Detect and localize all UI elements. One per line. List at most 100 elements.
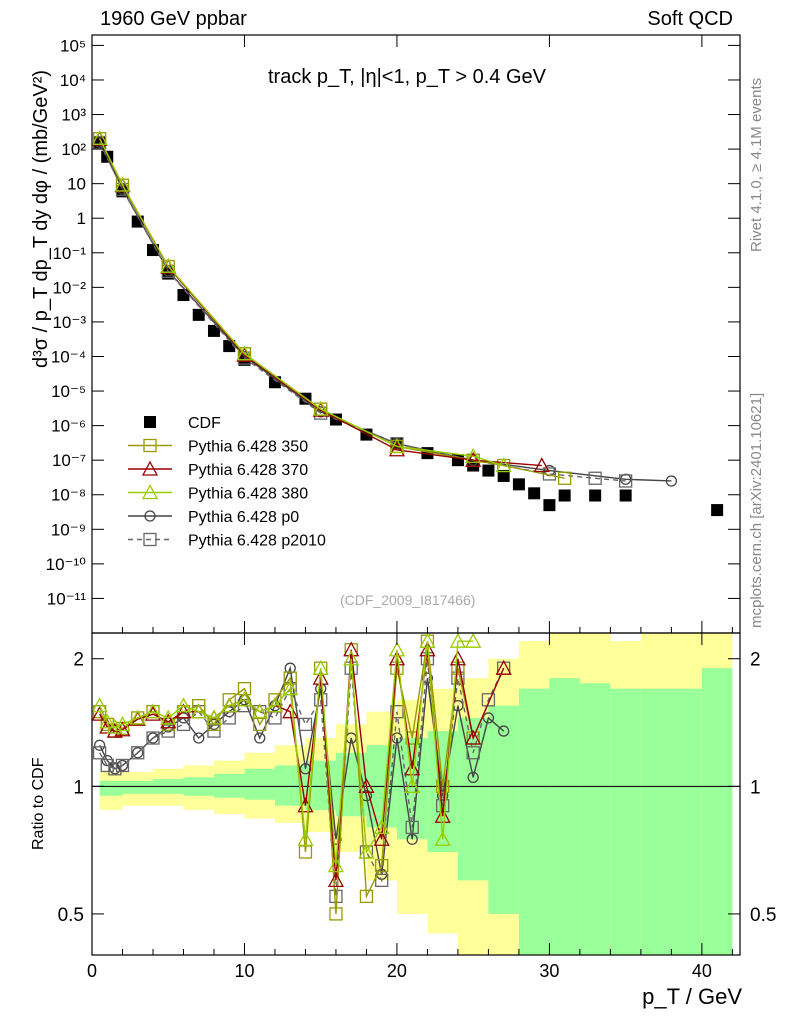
data-point [312, 400, 329, 416]
ratio-point [115, 758, 130, 773]
data-point [588, 471, 602, 485]
data-point [146, 244, 159, 257]
ratio-point [114, 721, 131, 737]
ratio-point [375, 873, 389, 888]
ratio-point [327, 857, 345, 873]
data-point [177, 289, 190, 302]
ratio-point [100, 758, 114, 773]
data-point [528, 487, 541, 500]
data-point [388, 441, 406, 457]
x-tick-label: 30 [539, 961, 559, 981]
ratio-tick-label: 2 [73, 650, 84, 671]
ratio-point [237, 681, 252, 696]
analysis-id: (CDF_2009_I817466) [340, 592, 476, 608]
ratio-point [129, 709, 146, 725]
y-tick-label: 10⁻⁸ [51, 486, 86, 505]
ratio-y-axis-label: Ratio to CDF [30, 757, 47, 850]
ratio-point [147, 732, 159, 744]
band-green [518, 688, 550, 955]
ratio-point [132, 747, 144, 759]
ratio-point [284, 662, 296, 674]
rivet-label: Rivet 4.1.0, ≥ 4.1M events [748, 77, 765, 252]
data-point [619, 473, 632, 485]
ratio-point [404, 760, 421, 776]
data-point [589, 489, 602, 502]
ratio-point [388, 641, 406, 657]
y-tick-label: 10⁻⁶ [51, 417, 86, 436]
y-tick-label: 10⁻¹⁰ [46, 555, 87, 574]
y-tick-label: 10⁻⁴ [51, 347, 86, 366]
axis-ticks: 0 10 20 30 40 10⁻¹¹ 10⁻¹⁰ 10⁻⁹ 10⁻⁸ 10⁻⁷ 10⁻⁶ 10⁻⁵ 1… [46, 35, 776, 981]
data-point [558, 489, 571, 502]
ratio-point [495, 659, 512, 675]
legend-marker [143, 532, 157, 547]
main-series-group [91, 129, 724, 517]
y-tick-label: 10² [61, 140, 86, 159]
series-line [98, 141, 672, 482]
ratio-point [358, 843, 375, 859]
ratio-point [359, 889, 374, 904]
ratio-point [434, 807, 451, 823]
ratio-point [466, 746, 480, 760]
data-point [619, 489, 632, 502]
legend-label: Pythia 6.428 350 [188, 439, 308, 456]
ratio-point [254, 732, 266, 744]
ratio-point [101, 754, 113, 767]
ratio-point [253, 717, 267, 732]
x-axis-label: p_T / GeV [642, 984, 742, 1009]
energy-label: 1960 GeV ppbar [100, 8, 247, 30]
data-point [465, 447, 482, 463]
data-point [388, 438, 406, 454]
legend-label: Pythia 6.428 p2010 [188, 533, 326, 550]
ratio-point [160, 709, 177, 725]
band-green [488, 705, 519, 914]
ratio-point [405, 820, 419, 835]
mcplots-label: mcplots.cern.ch [arXiv:2401.10621] [748, 392, 765, 628]
ratio-point [419, 641, 436, 657]
ratio-point [329, 907, 343, 921]
ratio-point [91, 697, 108, 713]
ratio-point [388, 650, 406, 666]
x-tick-label: 40 [692, 961, 712, 981]
legend-marker [144, 510, 156, 522]
ratio-point [404, 777, 421, 793]
ratio-point [131, 746, 145, 760]
ratio-point [421, 672, 434, 684]
data-point [543, 499, 556, 512]
ratio-point [92, 746, 107, 760]
ratio-point [160, 713, 177, 729]
data-point [482, 464, 495, 477]
ratio-point [312, 659, 329, 675]
band-green [99, 780, 123, 796]
ratio-point [190, 703, 207, 719]
ratio-tick-label: 0.5 [58, 905, 84, 926]
data-point [495, 457, 512, 473]
y-tick-label: 10⁻¹¹ [47, 589, 87, 608]
ratio-point [283, 671, 297, 685]
ratio-point [109, 763, 121, 775]
y-tick-label: 10⁻⁹ [51, 520, 86, 539]
ratio-point [419, 632, 436, 648]
y-tick-label: 10⁻¹ [52, 244, 86, 263]
ratio-point [114, 716, 131, 732]
series-line [98, 138, 565, 479]
data-point [558, 471, 572, 485]
ratio-point [312, 669, 329, 685]
x-tick-label: 0 [87, 961, 97, 981]
ratio-point [343, 650, 360, 666]
legend-label: CDF [188, 415, 221, 432]
ratio-point [297, 830, 314, 846]
plot-title: track p_T, |η|<1, p_T > 0.4 GeV [268, 66, 546, 88]
ratio-point [465, 729, 482, 745]
ratio-point [465, 632, 482, 648]
ratio-point [467, 771, 479, 783]
data-point [236, 345, 253, 361]
ratio-tick-label: 1 [750, 777, 761, 798]
legend-group: CDF Pythia 6.428 350 Pythia 6.428 370 Pythi… [128, 415, 326, 550]
legend-label: Pythia 6.428 p0 [188, 509, 299, 526]
legend-marker [143, 438, 157, 453]
y-tick-label: 10⁵ [60, 36, 86, 55]
ratio-point [176, 717, 191, 732]
band-green [549, 678, 580, 955]
